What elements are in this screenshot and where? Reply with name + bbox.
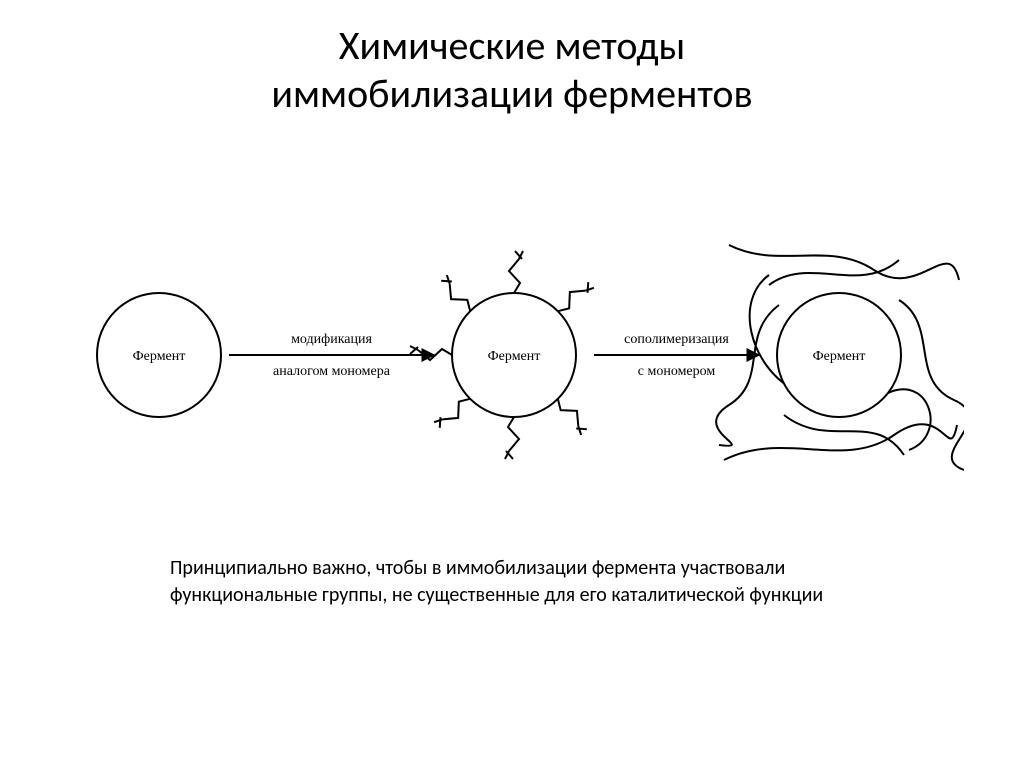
svg-text:Фермент: Фермент (133, 349, 186, 364)
title-line-2: иммобилизации ферментов (271, 69, 752, 118)
svg-text:Фермент: Фермент (488, 349, 541, 364)
svg-text:сополимеризация: сополимеризация (624, 332, 729, 347)
slide-title: Химические методы иммобилизации ферменто… (0, 22, 1024, 118)
svg-text:Фермент: Фермент (813, 349, 866, 364)
enzyme-immobilization-diagram: модификация аналогом мономера сополимериза… (64, 215, 964, 495)
caption-text: Принципиально важно, чтобы в иммобилизац… (170, 555, 870, 609)
title-line-1: Химические методы (339, 21, 686, 70)
svg-text:аналогом мономера: аналогом мономера (273, 364, 391, 379)
svg-text:модификация: модификация (291, 332, 372, 347)
svg-text:с мономером: с мономером (638, 364, 716, 379)
